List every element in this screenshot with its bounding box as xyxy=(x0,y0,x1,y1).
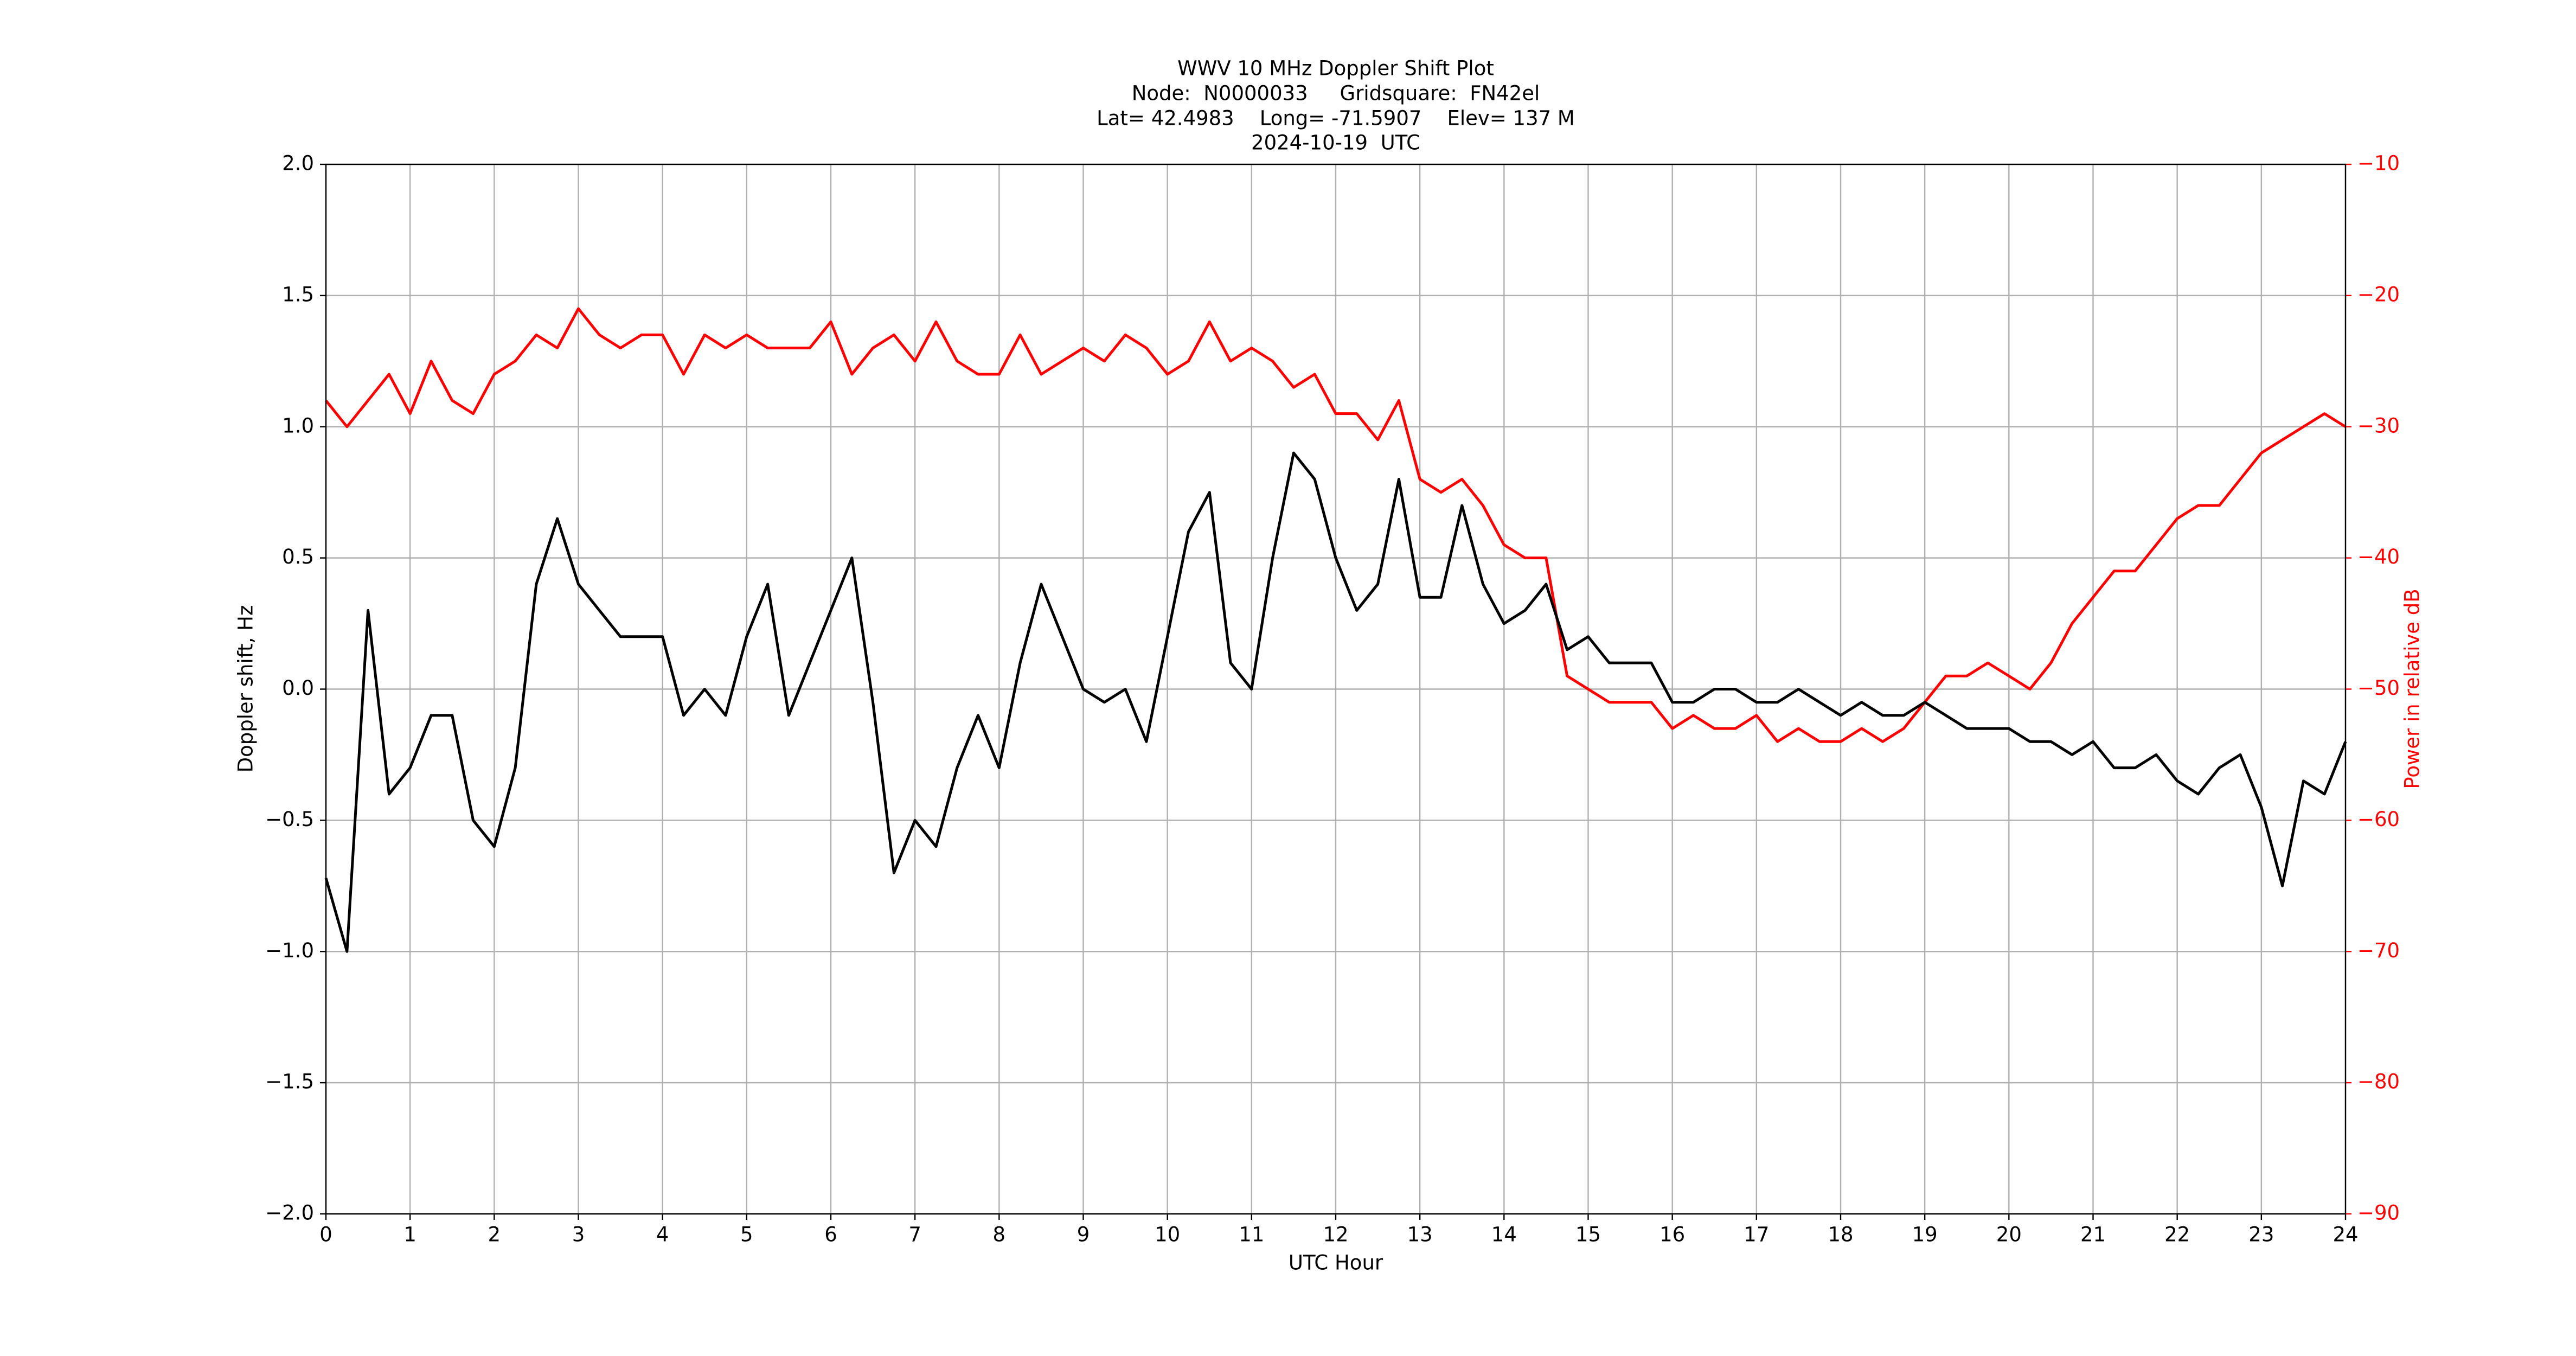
x-tick-label: 3 xyxy=(572,1223,585,1246)
x-tick-label: 4 xyxy=(656,1223,669,1246)
y2-tick-label: −50 xyxy=(2357,676,2400,700)
plot-frame xyxy=(325,163,2347,1215)
x-tick-label: 8 xyxy=(993,1223,1006,1246)
y2-tick-label: −10 xyxy=(2357,152,2400,175)
y-tick-label: −1.0 xyxy=(265,939,314,962)
chart-title: 2024-10-19 UTC xyxy=(1251,131,1420,155)
y-tick-label: 1.0 xyxy=(282,414,314,437)
y2-tick-label: −20 xyxy=(2357,283,2400,306)
y2-axis-label: Power in relative dB xyxy=(2401,589,2424,789)
y2-tick-label: −30 xyxy=(2357,414,2400,437)
chart-title: Node: N0000033 Gridsquare: FN42el xyxy=(1132,82,1540,105)
x-tick-label: 20 xyxy=(1996,1223,2022,1246)
y-axis-label: Doppler shift, Hz xyxy=(234,605,258,773)
x-tick-label: 19 xyxy=(1912,1223,1938,1246)
series-line xyxy=(325,307,2347,743)
y-tick-label: 0.5 xyxy=(282,545,314,568)
y2-tick-label: −40 xyxy=(2357,545,2400,568)
y-tick-label: −1.5 xyxy=(265,1070,314,1093)
x-tick-label: 22 xyxy=(2164,1223,2190,1246)
chart-title: WWV 10 MHz Doppler Shift Plot xyxy=(1177,57,1494,80)
y-tick-label: −0.5 xyxy=(265,808,314,831)
y2-tick-label: −80 xyxy=(2357,1070,2400,1093)
x-tick-label: 21 xyxy=(2080,1223,2106,1246)
x-tick-label: 5 xyxy=(740,1223,753,1246)
x-axis-label: UTC Hour xyxy=(1289,1251,1383,1275)
x-tick-label: 0 xyxy=(319,1223,332,1246)
x-tick-label: 1 xyxy=(403,1223,416,1246)
x-tick-label: 9 xyxy=(1077,1223,1090,1246)
x-tick-label: 18 xyxy=(1828,1223,1853,1246)
x-tick-label: 13 xyxy=(1407,1223,1433,1246)
x-tick-label: 17 xyxy=(1744,1223,1769,1246)
series-line xyxy=(324,451,2347,953)
x-tick-label: 12 xyxy=(1323,1223,1348,1246)
y-tick-label: −2.0 xyxy=(265,1201,314,1225)
x-tick-label: 7 xyxy=(908,1223,921,1246)
x-tick-label: 11 xyxy=(1239,1223,1264,1246)
y-tick-label: 1.5 xyxy=(282,283,314,306)
x-tick-label: 2 xyxy=(488,1223,501,1246)
x-tick-label: 23 xyxy=(2248,1223,2274,1246)
x-tick-label: 6 xyxy=(824,1223,837,1246)
x-tick-label: 16 xyxy=(1659,1223,1685,1246)
y-tick-label: 2.0 xyxy=(282,152,314,175)
x-tick-label: 14 xyxy=(1491,1223,1517,1246)
y2-tick-label: −90 xyxy=(2357,1201,2400,1225)
x-tick-label: 24 xyxy=(2333,1223,2358,1246)
y2-tick-label: −70 xyxy=(2357,939,2400,962)
y-tick-label: 0.0 xyxy=(282,676,314,700)
y2-tick-label: −60 xyxy=(2357,808,2400,831)
x-tick-label: 10 xyxy=(1155,1223,1180,1246)
x-tick-label: 15 xyxy=(1575,1223,1601,1246)
chart-title: Lat= 42.4983 Long= -71.5907 Elev= 137 M xyxy=(1097,107,1575,130)
